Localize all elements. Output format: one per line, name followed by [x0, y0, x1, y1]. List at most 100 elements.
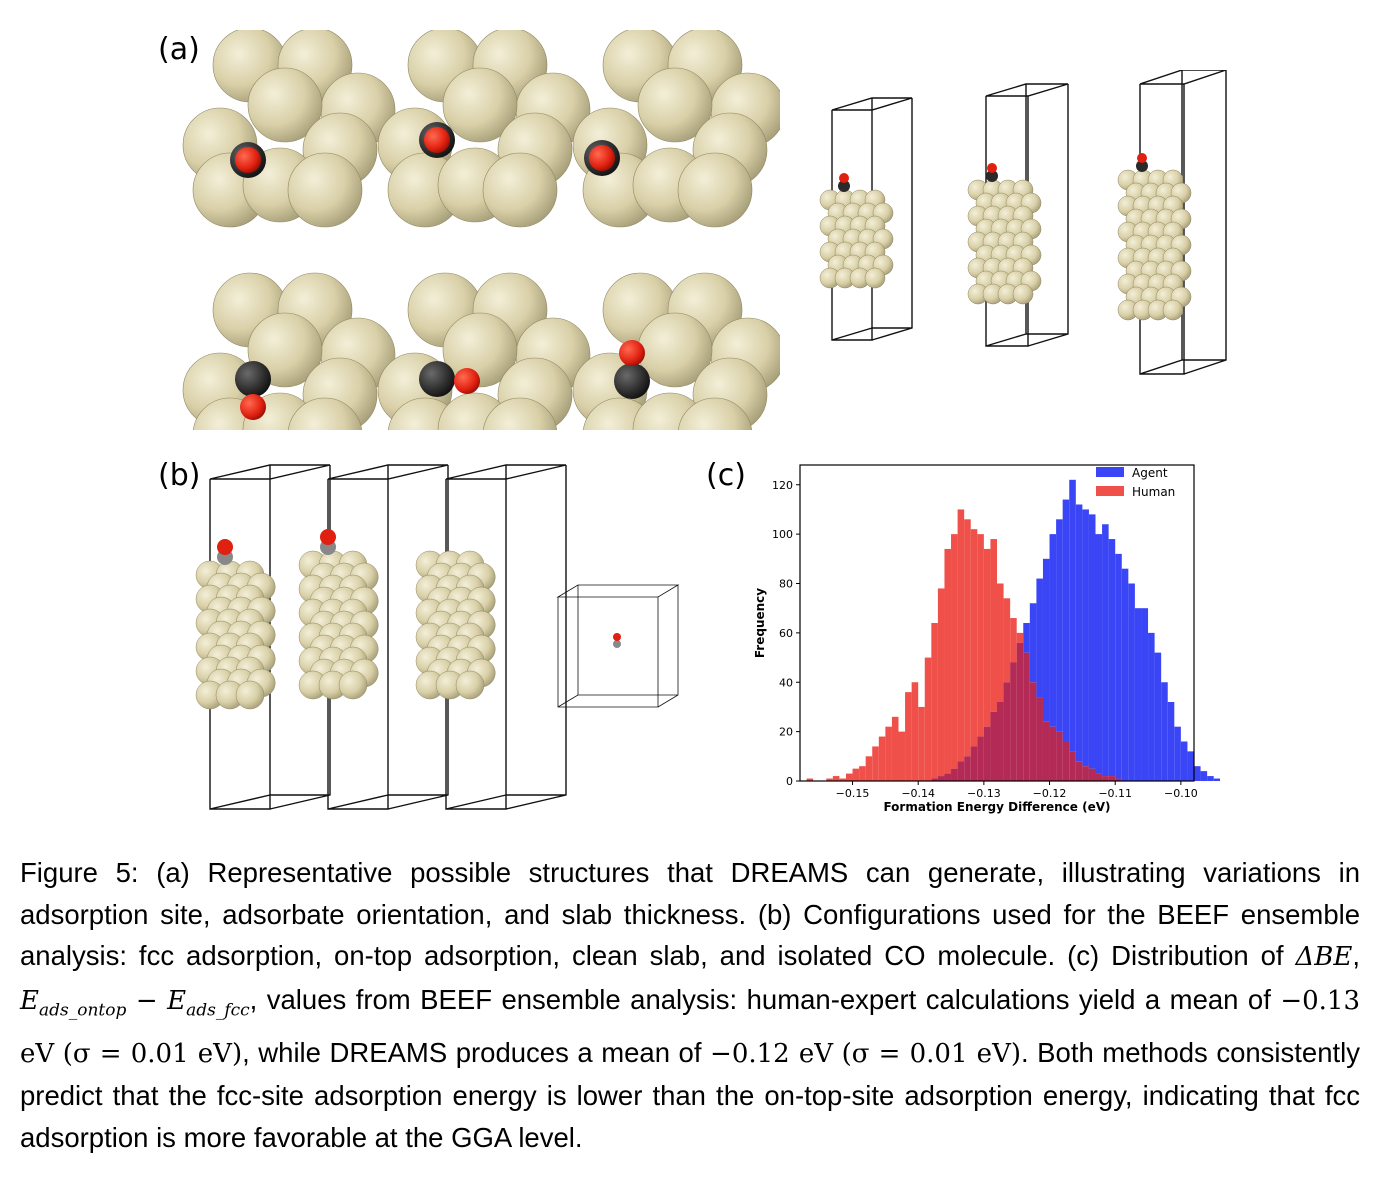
caption-mean-human: −0.13 eV: [20, 985, 1361, 1069]
metal-atom: [338, 670, 368, 700]
top-view-structure: [182, 30, 396, 228]
agent-bar: [1187, 751, 1194, 781]
overlap-bar: [1042, 721, 1050, 781]
x-tick-label: −0.13: [967, 787, 1001, 800]
metal-atom: [1162, 299, 1184, 321]
agent-bar: [1213, 778, 1220, 781]
unit-cell-box: [209, 464, 331, 810]
metal-atom: [678, 397, 752, 430]
unit-cell-box: [556, 584, 680, 708]
oxygen-atom: [320, 529, 336, 545]
overlap-bar: [1095, 773, 1103, 781]
agent-bar: [1128, 583, 1135, 781]
y-tick-label: 0: [786, 775, 793, 788]
overlap-bar: [977, 736, 984, 781]
oxygen-atom: [613, 633, 621, 641]
agent-bar: [1148, 632, 1155, 781]
caption-sub-fcc: ads_fcc: [186, 1000, 250, 1020]
overlap-bar: [997, 702, 1004, 781]
human-bar: [944, 548, 952, 774]
human-bar: [924, 657, 932, 781]
x-tick-label: −0.10: [1164, 787, 1198, 800]
caption-delta-be: ΔBE: [1295, 942, 1353, 972]
human-bar: [1010, 618, 1017, 663]
agent-bar: [1207, 776, 1214, 781]
human-bar: [937, 588, 945, 777]
agent-bar: [1194, 766, 1201, 781]
overlap-bar: [1108, 776, 1116, 781]
metal-atom: [1012, 283, 1034, 305]
y-axis-label: Frequency: [753, 588, 767, 658]
beef-slab-config: [195, 464, 331, 810]
y-tick-label: 80: [779, 578, 793, 591]
beef-slab-config: [415, 464, 567, 810]
beef-histogram: 0 20 40 60 80 100 120 −0.15 −0.14 −0.13 −0.12 −0.11…: [753, 464, 1220, 814]
metal-atom: [482, 152, 558, 228]
overlap-bar: [1082, 766, 1089, 781]
overlap-bar: [983, 726, 991, 781]
human-bar: [806, 778, 814, 781]
overlap-bar: [964, 756, 971, 781]
agent-bar: [1069, 479, 1076, 752]
unit-cell-box: [831, 97, 913, 341]
caption-part-c-4: . Both methods consistently predict that…: [20, 1036, 1361, 1153]
unit-cell-box: [445, 464, 567, 810]
caption-sigma-agent: (σ = 0.01 eV): [841, 1038, 1021, 1069]
plot-frame: [799, 464, 1195, 782]
agent-bar: [1167, 702, 1175, 781]
figure-caption: Figure 5: (a) Representative possible st…: [20, 857, 1361, 1153]
oxygen-atom: [619, 340, 645, 366]
x-axis-label: Formation Energy Difference (eV): [883, 800, 1110, 814]
human-bar: [977, 534, 984, 737]
agent-bar: [1042, 558, 1050, 722]
human-bar: [983, 548, 991, 727]
caption-part-c-3: , while DREAMS produces a mean of: [242, 1036, 702, 1068]
agent-bar: [1049, 534, 1057, 727]
overlap-bar: [1016, 642, 1024, 781]
human-bar: [964, 519, 971, 757]
caption-mean-agent: −0.12 eV: [710, 1038, 834, 1069]
slab-side-view: [819, 97, 913, 341]
overlap-bar: [1023, 652, 1030, 781]
human-bar: [990, 539, 997, 712]
y-tick-label: 20: [779, 726, 793, 739]
x-tick-label: −0.12: [1033, 787, 1067, 800]
oxygen-atom: [424, 127, 450, 153]
human-bar: [865, 756, 873, 781]
carbon-atom: [614, 363, 650, 399]
oxygen-atom: [589, 145, 615, 171]
caption-part-c-intro: (c) Distribution of: [1067, 940, 1284, 971]
unit-cell-box: [327, 464, 449, 810]
human-bar: [845, 773, 853, 781]
carbon-atom: [613, 640, 621, 648]
overlap-bar: [1036, 697, 1043, 781]
human-bar: [1016, 632, 1024, 643]
metal-atom: [864, 267, 886, 289]
agent-bar: [1082, 509, 1089, 767]
human-bar: [970, 529, 978, 747]
agent-bar: [1023, 623, 1030, 653]
panel-label-c: (c): [706, 458, 746, 493]
oxygen-atom: [240, 394, 266, 420]
top-view-structure: [572, 272, 780, 430]
caption-part-c-2: , values from BEEF ensemble analysis: hu…: [249, 983, 1271, 1015]
overlap-bar: [1003, 682, 1011, 781]
carbon-atom: [986, 170, 998, 182]
beef-slab-config: [298, 464, 449, 810]
caption-e-ontop: E: [20, 985, 39, 1016]
caption-sigma-human: (σ = 0.01 eV): [62, 1038, 243, 1069]
top-view-structure: [182, 272, 396, 430]
agent-bar: [1102, 524, 1109, 777]
metal-atom: [247, 67, 323, 143]
caption-minus: −: [135, 985, 158, 1016]
y-tick-label: 100: [772, 528, 793, 541]
metal-atom: [235, 680, 265, 710]
human-bar: [852, 768, 860, 781]
agent-bar: [1108, 539, 1116, 777]
slab-side-view: [1117, 70, 1227, 375]
oxygen-atom: [454, 368, 480, 394]
overlap-bar: [1102, 776, 1109, 781]
carbon-atom: [838, 180, 850, 192]
agent-bar: [1029, 603, 1037, 683]
agent-bar: [1036, 578, 1043, 698]
